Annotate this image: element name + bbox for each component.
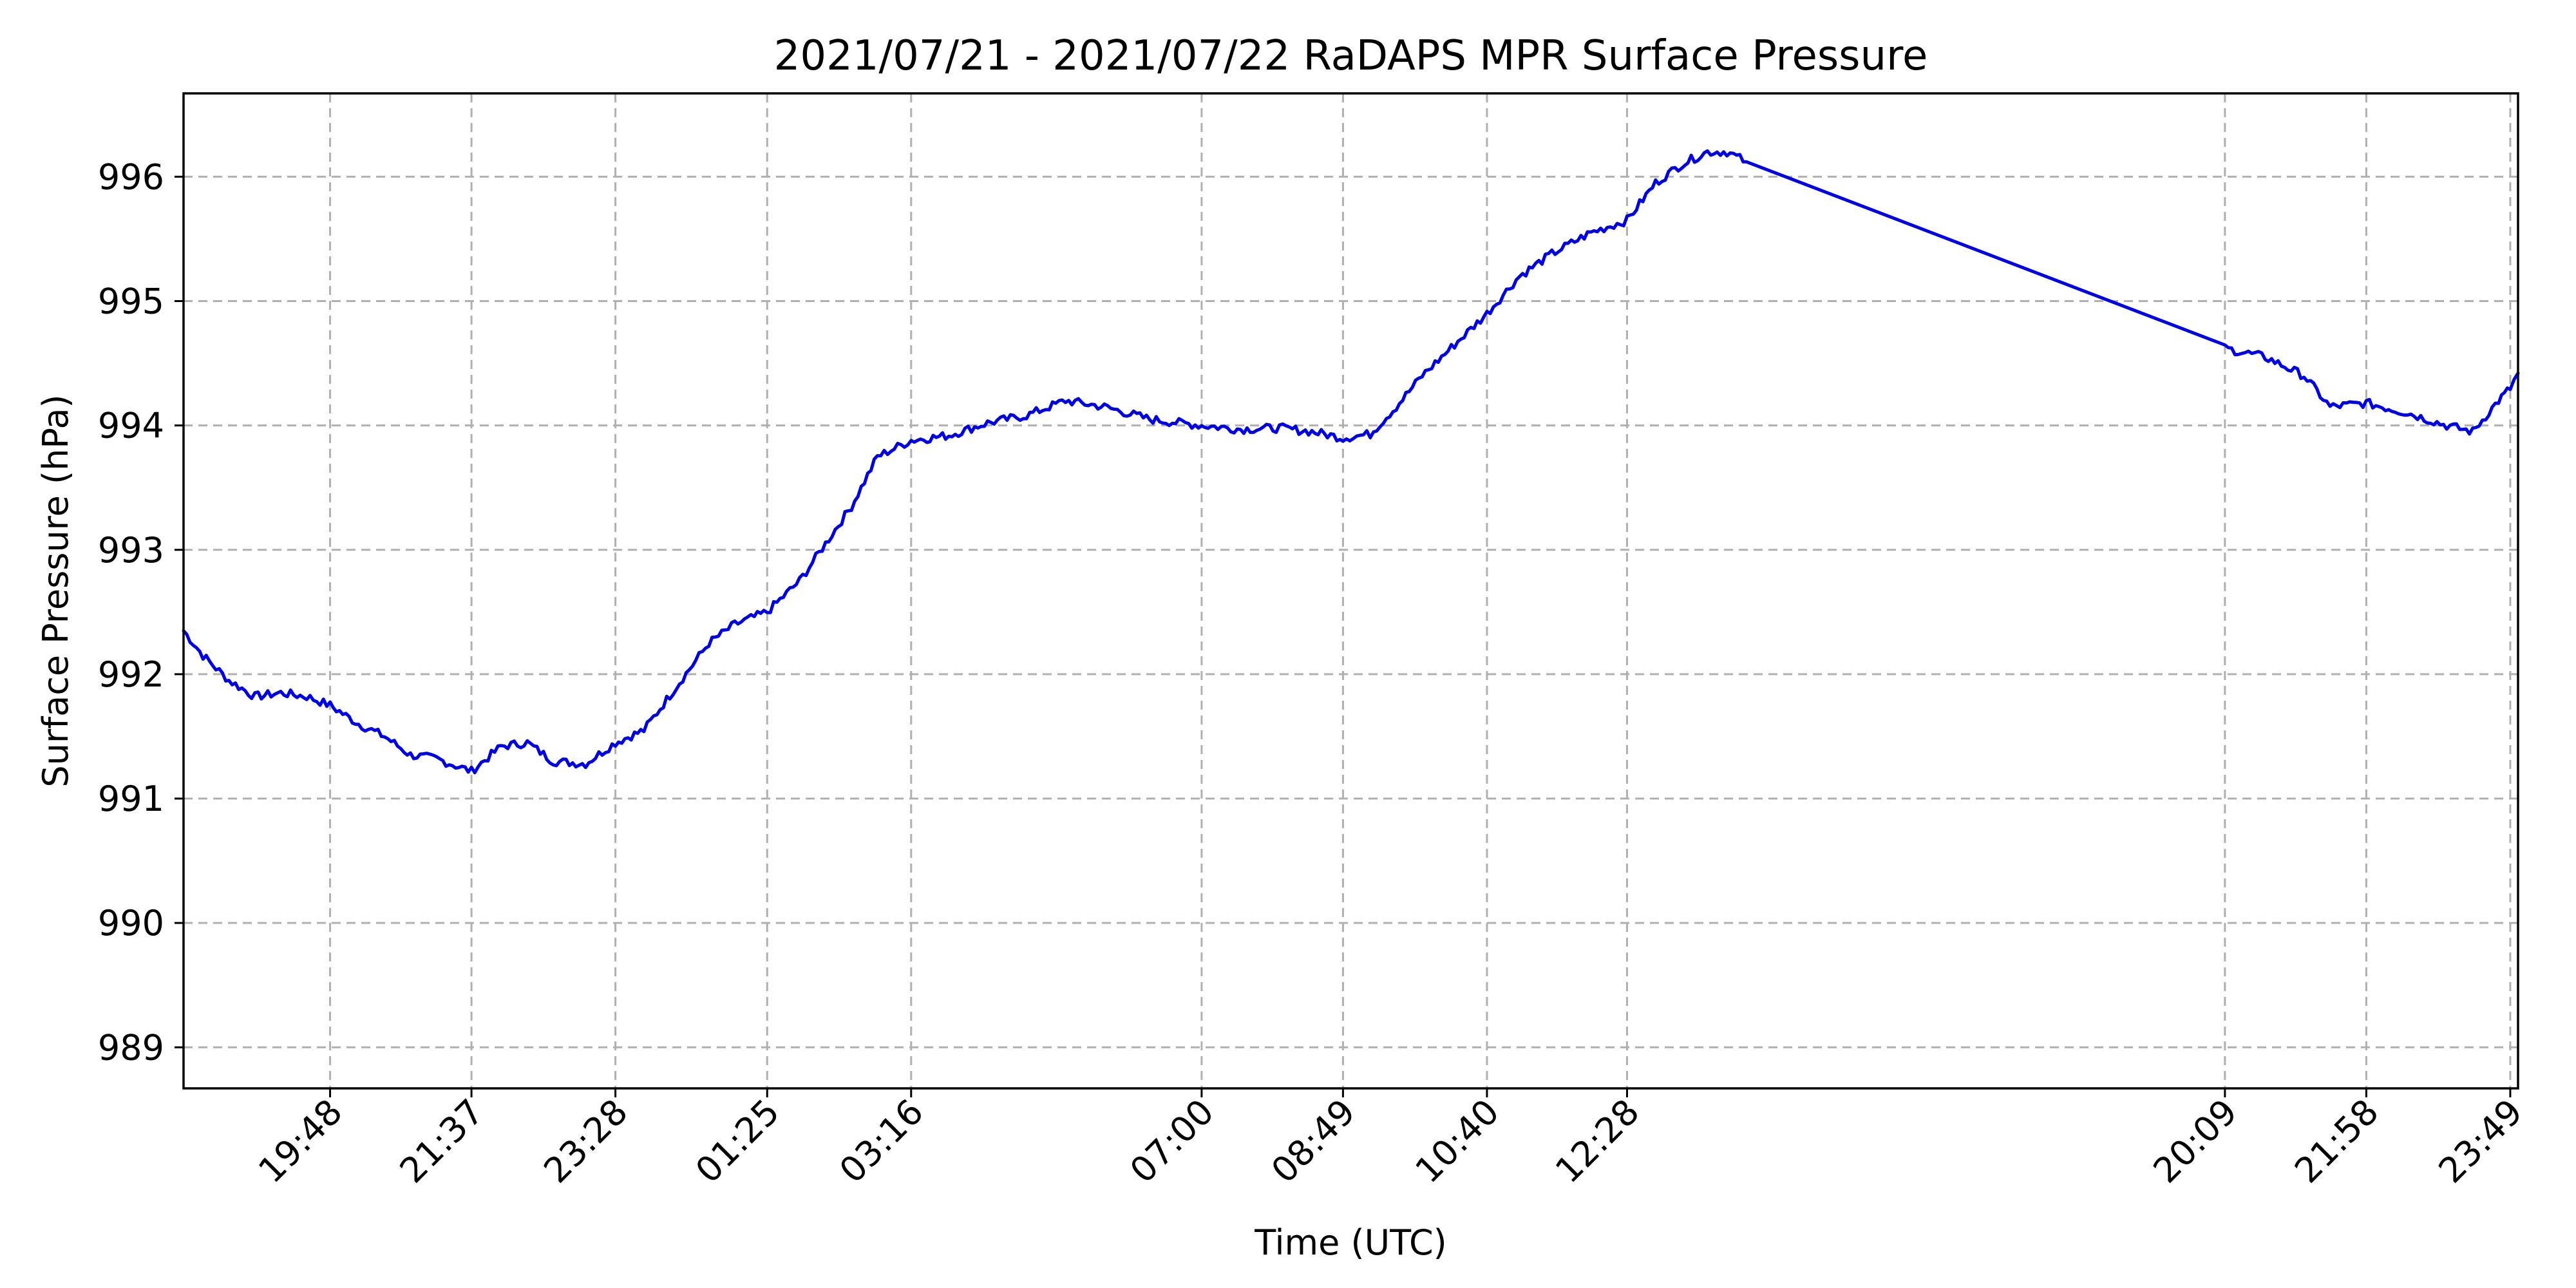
chart-title: 2021/07/21 - 2021/07/22 RaDAPS MPR Surfa… (774, 32, 1928, 80)
x-axis-ticks: 19:48 21:37 23:28 01:25 03:16 07:00 08:49 10:40… (251, 1088, 2530, 1191)
x-tick-label: 01:25 (688, 1092, 788, 1191)
x-tick-label: 23:28 (536, 1092, 636, 1191)
x-tick-label: 21:58 (2287, 1092, 2387, 1191)
y-tick-label: 992 (98, 654, 164, 695)
x-tick-label: 21:37 (392, 1092, 492, 1191)
x-tick-label: 23:49 (2431, 1092, 2531, 1191)
y-tick-label: 991 (98, 779, 164, 819)
x-axis-label: Time (UTC) (1254, 1222, 1447, 1263)
x-tick-label: 12:28 (1548, 1092, 1647, 1191)
y-axis-label: Surface Pressure (hPa) (35, 394, 76, 787)
x-tick-label: 20:09 (2145, 1092, 2245, 1191)
x-tick-label: 07:00 (1122, 1092, 1222, 1191)
y-axis-ticks: 989 990 991 992 993 994 995 996 (98, 156, 184, 1068)
y-tick-label: 994 (98, 406, 164, 446)
x-tick-label: 08:49 (1264, 1092, 1363, 1191)
y-tick-label: 993 (98, 530, 164, 571)
x-tick-label: 03:16 (831, 1092, 931, 1191)
x-tick-label: 19:48 (251, 1092, 350, 1191)
y-tick-label: 996 (98, 156, 164, 197)
surface-pressure-line (182, 149, 2520, 775)
series-layer (182, 149, 2520, 775)
plot-frame (182, 92, 2519, 1090)
y-tick-label: 995 (98, 281, 164, 322)
y-tick-label: 989 (98, 1027, 164, 1068)
y-tick-label: 990 (98, 903, 164, 943)
grid-layer (184, 93, 2518, 1088)
x-tick-label: 10:40 (1408, 1092, 1508, 1191)
